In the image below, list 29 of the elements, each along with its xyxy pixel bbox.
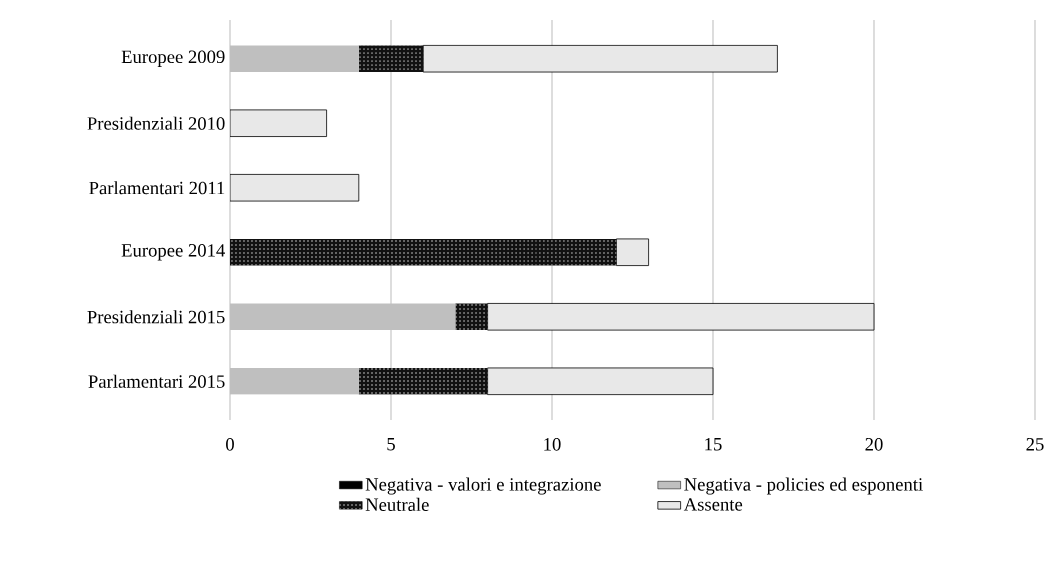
legend-label: Assente	[683, 498, 743, 511]
bar	[487, 303, 875, 331]
bar	[230, 174, 360, 202]
bar	[358, 45, 424, 73]
x-tick-label: 10	[544, 438, 561, 451]
legend-label: Negativa - policies ed esponenti	[684, 477, 923, 495]
bar	[230, 367, 359, 395]
bar	[230, 238, 617, 266]
legend-label: Negativa - valori e integrazione	[365, 477, 601, 495]
bar	[230, 303, 456, 331]
bar	[455, 303, 488, 331]
bar	[358, 367, 488, 395]
y-tick-label: Europee 2014	[121, 244, 225, 261]
x-tick-label: 15	[705, 438, 722, 451]
legend-label: Neutrale	[365, 497, 429, 512]
bar	[230, 45, 359, 73]
y-tick-label: Parlamentari 2015	[88, 374, 225, 388]
x-tick-label: 0	[226, 438, 234, 451]
x-tick-label: 5	[387, 438, 395, 451]
x-tick-label: 20	[865, 438, 883, 451]
bar	[422, 44, 778, 73]
x-tick-label: 25	[1026, 438, 1044, 451]
bar	[616, 238, 649, 266]
y-tick-label: Presidenziali 2015	[87, 310, 225, 324]
bar	[487, 367, 714, 396]
bar	[230, 109, 327, 137]
y-tick-label: Parlamentari 2011	[89, 181, 225, 195]
y-tick-label: Europee 2009	[121, 50, 225, 67]
y-tick-label: Presidenziali 2010	[87, 116, 225, 130]
